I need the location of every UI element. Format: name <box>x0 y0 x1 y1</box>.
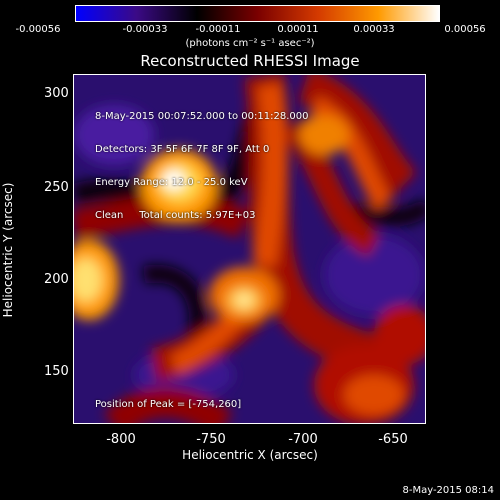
y-tick-label: 150 <box>44 364 69 379</box>
x-tick-label: -650 <box>378 432 408 447</box>
x-tick-label: -700 <box>288 432 318 447</box>
colorbar-tick: -0.00056 <box>15 24 61 35</box>
colorbar-tick: 0.00011 <box>277 24 319 35</box>
image-info: 8-May-2015 00:07:52.000 to 00:11:28.000 … <box>95 89 308 243</box>
info-detectors: Detectors: 3F 5F 6F 7F 8F 9F, Att 0 <box>95 144 270 155</box>
x-axis-label: Heliocentric X (arcsec) <box>182 448 318 462</box>
y-tick-label: 300 <box>44 86 69 101</box>
info-clean-counts: Clean Total counts: 5.97E+03 <box>95 210 256 221</box>
colorbar-units: (photons cm⁻² s⁻¹ asec⁻²) <box>185 38 315 49</box>
plot-title: Reconstructed RHESSI Image <box>140 52 360 70</box>
info-time-range: 8-May-2015 00:07:52.000 to 00:11:28.000 <box>95 111 309 122</box>
colorbar <box>75 5 440 22</box>
y-tick-label: 200 <box>44 272 69 287</box>
y-tick-label: 250 <box>44 180 69 195</box>
colorbar-tick: 0.00033 <box>353 24 395 35</box>
x-tick-label: -750 <box>196 432 226 447</box>
info-energy-range: Energy Range: 12.0 - 25.0 keV <box>95 177 248 188</box>
rhessi-image <box>74 75 425 423</box>
colorbar-tick: -0.00011 <box>195 24 241 35</box>
x-tick-label: -800 <box>106 432 136 447</box>
rhessi-image-plot[interactable]: 8-May-2015 00:07:52.000 to 00:11:28.000 … <box>73 74 426 424</box>
timestamp: 8-May-2015 08:14 <box>402 485 494 496</box>
y-axis-label: Heliocentric Y (arcsec) <box>1 182 15 318</box>
colorbar-tick: 0.00056 <box>444 24 486 35</box>
colorbar-tick: -0.00033 <box>122 24 168 35</box>
peak-position: Position of Peak = [-754,260] <box>95 399 242 410</box>
